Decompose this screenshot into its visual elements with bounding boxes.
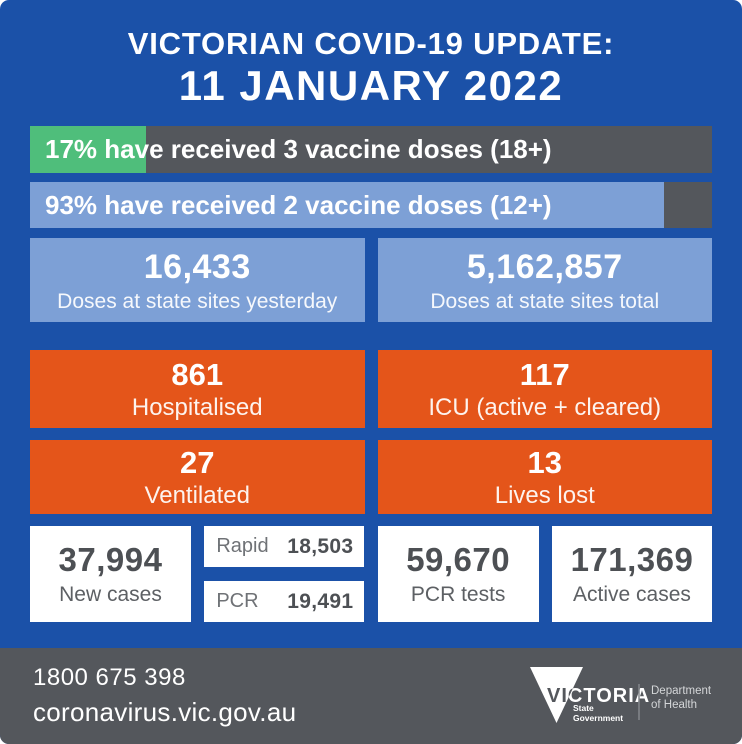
stat-label: New cases — [59, 583, 162, 607]
stat-label: PCR — [216, 590, 259, 613]
stat-value: 117 — [519, 357, 570, 393]
department-line2: of Health — [651, 699, 697, 711]
hospital-stats-row-1: 861 Hospitalised 117 ICU (active + clear… — [30, 350, 712, 429]
doses-stats-row: 16,433 Doses at state sites yesterday 5,… — [30, 238, 712, 323]
stat-value: 19,491 — [287, 589, 354, 613]
stat-label: Doses at state sites total — [430, 289, 660, 313]
stat-pcr-positive: PCR 19,491 — [204, 581, 365, 623]
logo-brand-text: VICTORIA — [547, 685, 650, 707]
department-line1: Department — [651, 685, 712, 697]
stat-active-cases: 171,369 Active cases — [551, 526, 712, 623]
stat-ventilated: 27 Ventilated — [30, 440, 365, 515]
stat-doses-yesterday: 16,433 Doses at state sites yesterday — [30, 238, 365, 323]
logo-sub-line1: State — [573, 703, 594, 713]
stat-value: 27 — [180, 445, 215, 481]
stat-value: 861 — [171, 357, 224, 393]
stat-value: 37,994 — [58, 540, 163, 578]
stat-label: PCR tests — [410, 583, 506, 607]
stat-label: Ventilated — [144, 481, 250, 509]
progress-bar-2-doses: 93% have received 2 vaccine doses (12+) — [30, 182, 712, 229]
stat-hospitalised: 861 Hospitalised — [30, 350, 365, 429]
stat-value: 171,369 — [570, 540, 694, 578]
progress-bar-3-doses: 17% have received 3 vaccine doses (18+) — [30, 126, 712, 174]
stat-lives-lost: 13 Lives lost — [377, 440, 712, 515]
stat-value: 16,433 — [143, 248, 251, 287]
stat-icu: 117 ICU (active + cleared) — [377, 350, 712, 429]
progress-label-3-doses: 17% have received 3 vaccine doses (18+) — [45, 134, 552, 165]
stat-label: Hospitalised — [131, 393, 263, 421]
stat-value: 18,503 — [287, 534, 354, 558]
stat-label: Active cases — [573, 583, 691, 607]
stat-doses-total: 5,162,857 Doses at state sites total — [377, 238, 712, 323]
case-stats-row: 37,994 New cases Rapid 18,503 PCR 19,491… — [30, 526, 712, 623]
stat-label: Doses at state sites yesterday — [57, 289, 338, 313]
stat-value: 5,162,857 — [466, 248, 623, 287]
title-date: 11 JANUARY 2022 — [178, 62, 564, 110]
progress-fill-2-doses — [30, 182, 665, 229]
progress-label-2-doses: 93% have received 2 vaccine doses (12+) — [45, 190, 552, 221]
test-type-stack: Rapid 18,503 PCR 19,491 — [204, 526, 365, 623]
logo-sub-line2: Government — [573, 713, 623, 723]
title-line1: VICTORIAN COVID-19 UPDATE: — [127, 26, 615, 61]
footer-contact: 1800 675 398 coronavirus.vic.gov.au — [33, 663, 296, 729]
stat-label: ICU (active + cleared) — [428, 393, 662, 421]
progress-fill-3-doses — [30, 126, 146, 174]
page-title: VICTORIAN COVID-19 UPDATE: 11 JANUARY 20… — [30, 0, 712, 110]
stat-value: 13 — [527, 445, 562, 481]
victoria-triangle-icon — [530, 667, 583, 723]
stat-new-cases: 37,994 New cases — [30, 526, 191, 623]
stat-rapid-tests: Rapid 18,503 — [204, 526, 365, 568]
phone-number: 1800 675 398 — [33, 664, 186, 692]
hospital-stats-row-2: 27 Ventilated 13 Lives lost — [30, 440, 712, 515]
footer: 1800 675 398 coronavirus.vic.gov.au VICT… — [0, 648, 742, 744]
victoria-state-government-logo: VICTORIA VICTORIA State Government Depar… — [530, 667, 712, 723]
stat-label: Lives lost — [494, 481, 595, 509]
website-url: coronavirus.vic.gov.au — [33, 697, 297, 728]
stat-pcr-tests: 59,670 PCR tests — [377, 526, 539, 623]
stat-value: 59,670 — [406, 540, 511, 578]
stat-label: Rapid — [216, 535, 269, 558]
